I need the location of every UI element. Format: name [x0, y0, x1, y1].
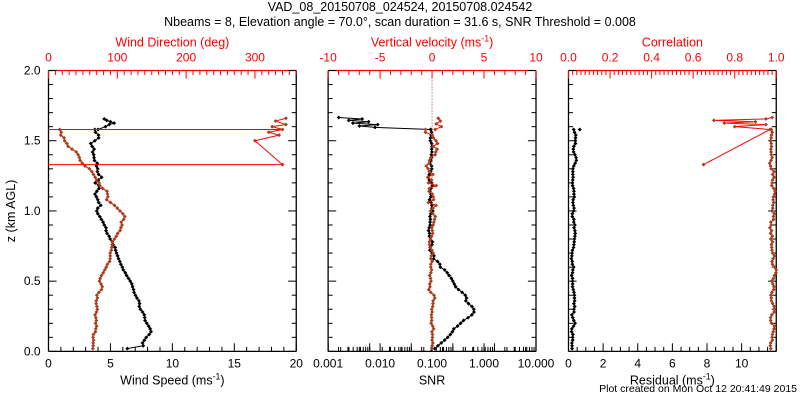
svg-text:Plot created on Mon Oct 12 20:: Plot created on Mon Oct 12 20:41:49 2015 — [599, 383, 797, 395]
svg-text:Nbeams = 8, Elevation angle =: Nbeams = 8, Elevation angle = 70.0°, sca… — [164, 15, 636, 29]
svg-text:2.0: 2.0 — [24, 64, 41, 78]
svg-text:-10: -10 — [319, 51, 337, 65]
svg-text:10: 10 — [529, 51, 543, 65]
svg-text:0.001: 0.001 — [313, 356, 343, 370]
svg-text:1.000: 1.000 — [469, 356, 499, 370]
svg-text:Wind Direction (deg): Wind Direction (deg) — [115, 36, 229, 50]
svg-text:15: 15 — [228, 356, 242, 370]
svg-text:0: 0 — [565, 356, 572, 370]
svg-text:2: 2 — [600, 356, 607, 370]
svg-text:z (km AGL): z (km AGL) — [4, 180, 18, 243]
svg-text:8: 8 — [704, 356, 711, 370]
svg-text:20: 20 — [290, 356, 304, 370]
svg-text:1.5: 1.5 — [24, 134, 41, 148]
svg-text:100: 100 — [107, 51, 127, 65]
svg-text:4: 4 — [634, 356, 641, 370]
svg-text:10: 10 — [166, 356, 180, 370]
svg-text:0.100: 0.100 — [417, 356, 447, 370]
svg-text:0.0: 0.0 — [560, 51, 577, 65]
svg-text:10.000: 10.000 — [518, 356, 555, 370]
svg-text:1.0: 1.0 — [768, 51, 785, 65]
svg-text:5: 5 — [481, 51, 488, 65]
svg-text:Correlation: Correlation — [642, 36, 703, 50]
svg-text:5: 5 — [107, 356, 114, 370]
svg-text:0.8: 0.8 — [726, 51, 743, 65]
svg-text:0.4: 0.4 — [643, 51, 660, 65]
svg-text:VAD_08_20150708_024524, 201507: VAD_08_20150708_024524, 20150708.024542 — [268, 0, 533, 14]
svg-text:0: 0 — [429, 51, 436, 65]
svg-text:6: 6 — [669, 356, 676, 370]
svg-text:1.0: 1.0 — [24, 204, 41, 218]
svg-text:300: 300 — [245, 51, 265, 65]
svg-text:Wind Speed (ms-1): Wind Speed (ms-1) — [120, 371, 224, 387]
svg-text:SNR: SNR — [419, 373, 445, 387]
svg-text:0: 0 — [45, 356, 52, 370]
svg-text:Vertical velocity (ms-1): Vertical velocity (ms-1) — [371, 34, 493, 50]
svg-text:200: 200 — [176, 51, 196, 65]
svg-text:10: 10 — [735, 356, 749, 370]
svg-text:0.6: 0.6 — [685, 51, 702, 65]
svg-text:0: 0 — [45, 51, 52, 65]
svg-text:0.5: 0.5 — [24, 274, 41, 288]
svg-text:0.2: 0.2 — [602, 51, 619, 65]
svg-text:0.0: 0.0 — [24, 344, 41, 358]
svg-text:-5: -5 — [375, 51, 386, 65]
svg-text:0.010: 0.010 — [365, 356, 395, 370]
